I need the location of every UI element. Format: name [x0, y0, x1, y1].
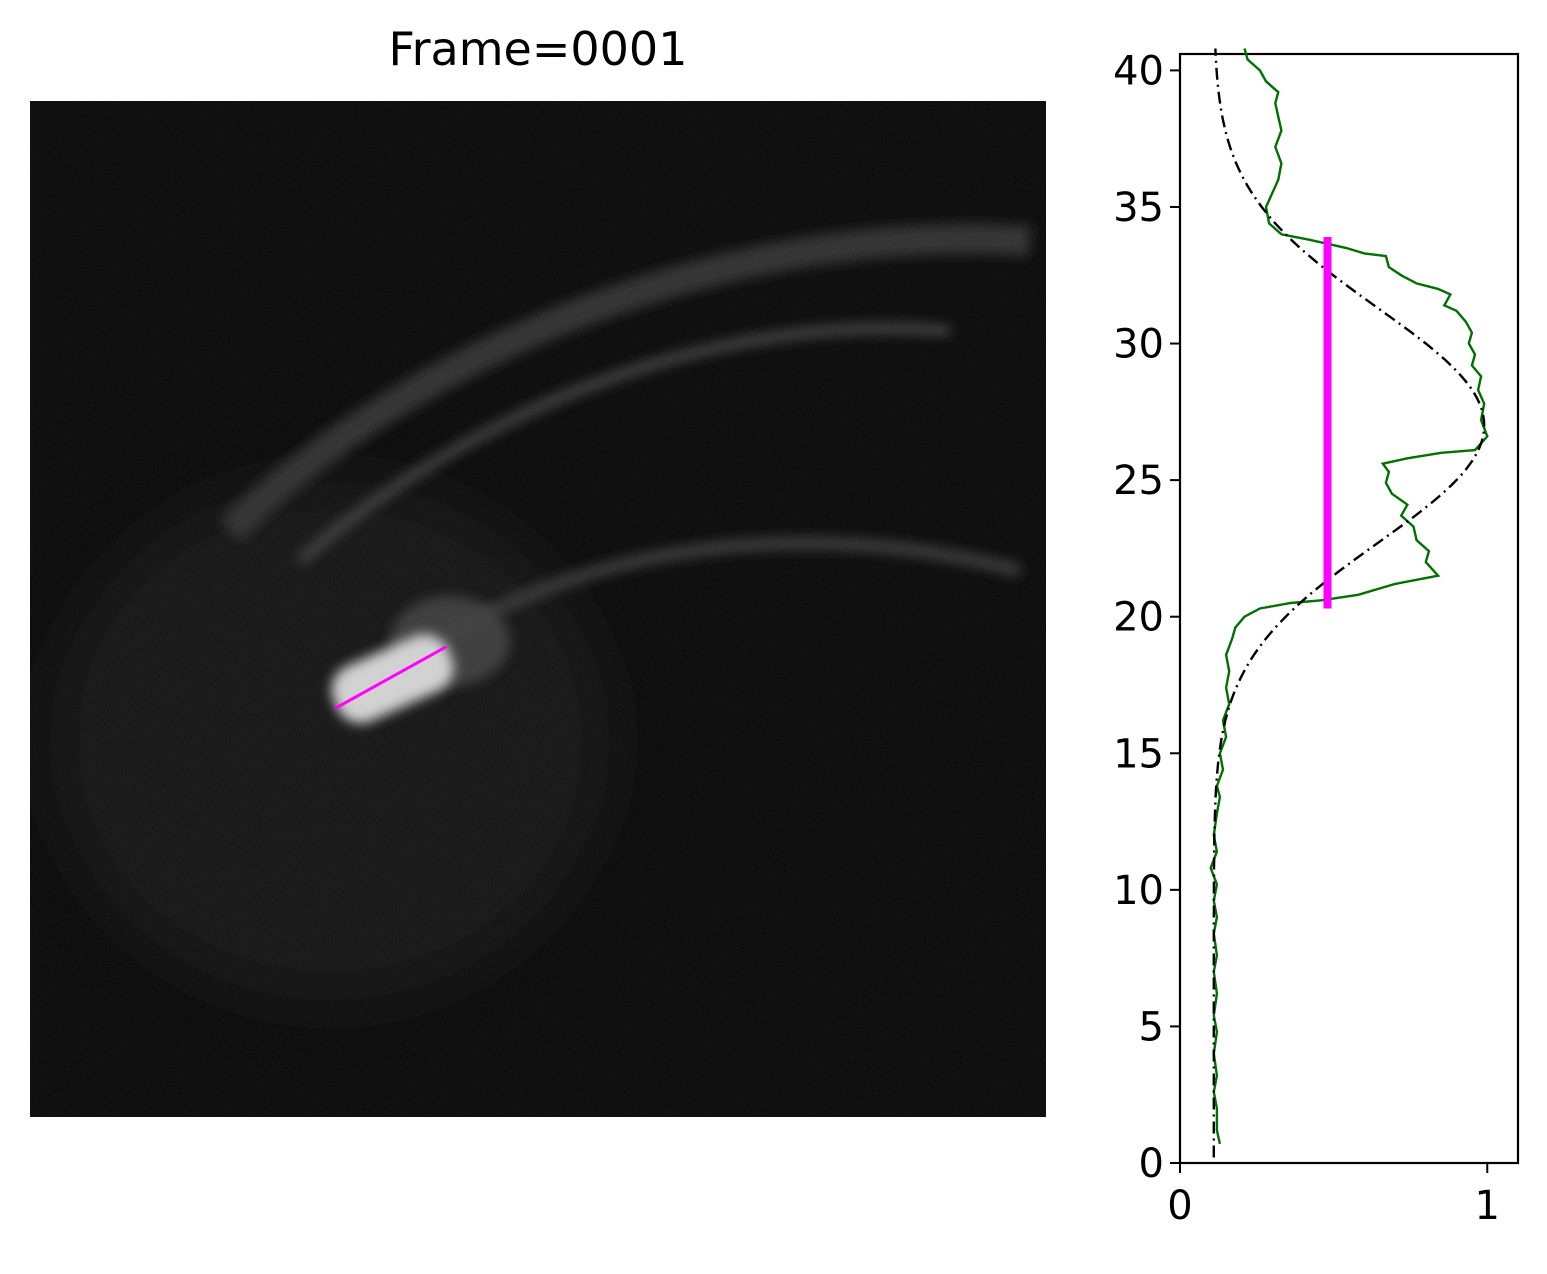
x-tick-label: 1 [1475, 1183, 1500, 1229]
y-tick-label: 0 [1139, 1141, 1164, 1187]
y-tick-label: 35 [1113, 185, 1164, 231]
profile-line [1209, 48, 1489, 1145]
plot-frame [1178, 52, 1520, 1165]
y-tick-label: 10 [1113, 868, 1164, 914]
frame-title: Frame=0001 [388, 22, 688, 76]
y-tick-label: 30 [1113, 322, 1164, 368]
y-tick-label: 20 [1113, 595, 1164, 641]
y-tick-label: 15 [1113, 731, 1164, 777]
x-tick-label: 0 [1167, 1183, 1192, 1229]
y-tick-label: 40 [1113, 48, 1164, 94]
measurement-line [334, 645, 448, 710]
y-tick-label: 25 [1113, 458, 1164, 504]
y-tick-label: 5 [1139, 1004, 1164, 1050]
fit-curve [1212, 48, 1486, 1158]
intensity-profile-chart: 0 5 10 15 20 25 30 35 40 0 1 [1113, 48, 1520, 1229]
microscopy-image [30, 101, 1046, 1117]
